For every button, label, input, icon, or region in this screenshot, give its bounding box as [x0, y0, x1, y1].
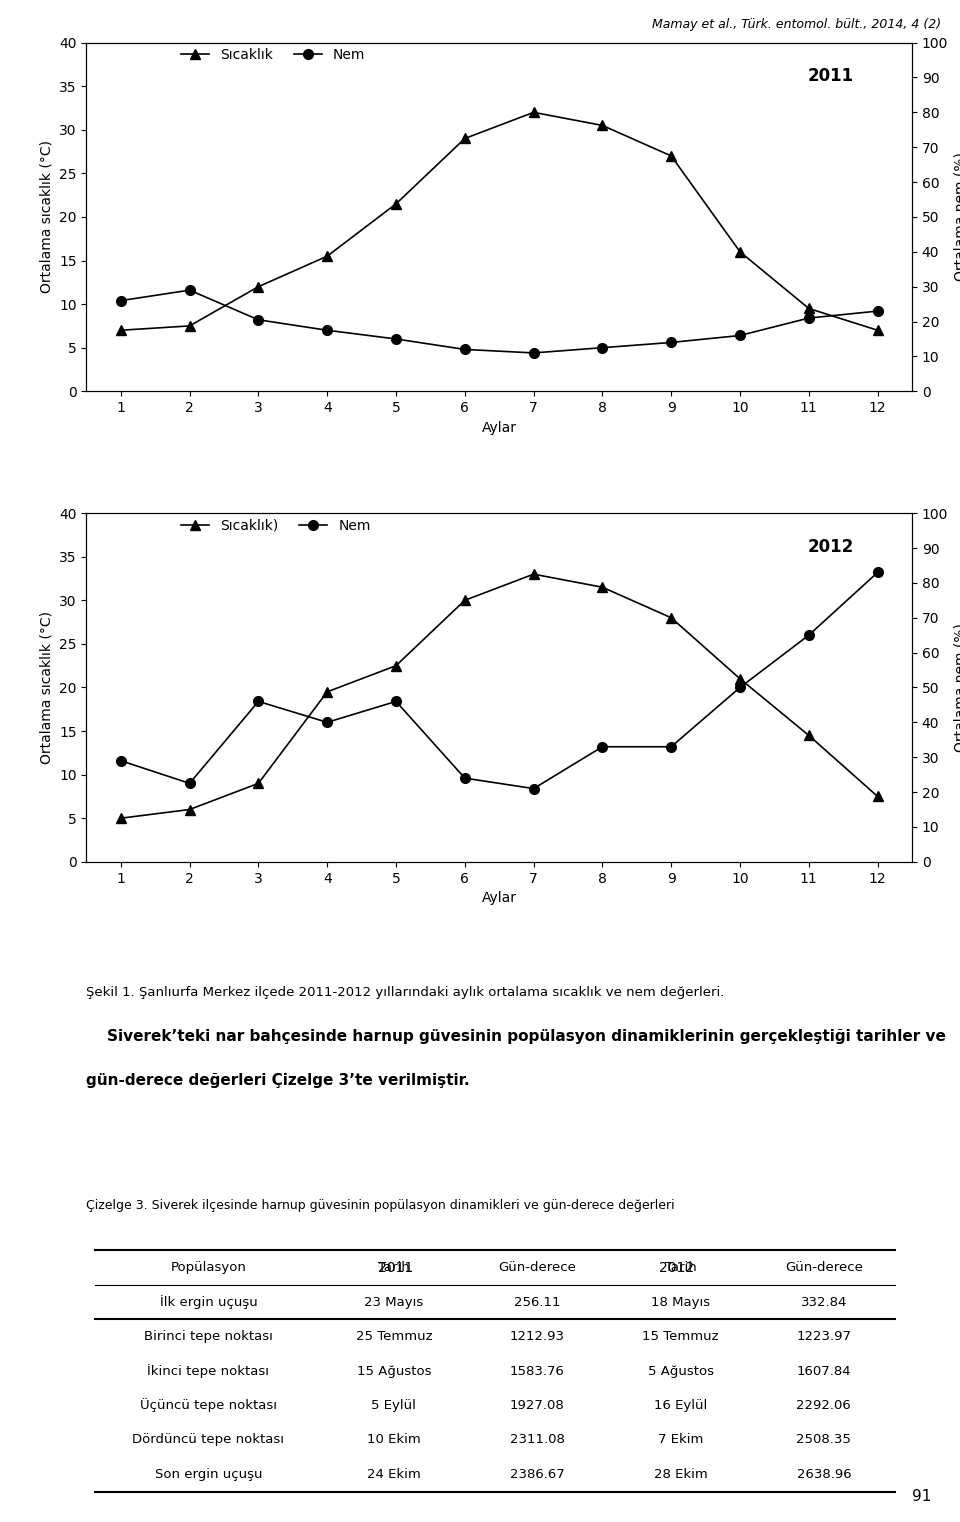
Y-axis label: Ortalama sıcaklık (°C): Ortalama sıcaklık (°C)	[39, 140, 54, 294]
Text: 2011: 2011	[378, 1260, 414, 1275]
Text: 2011: 2011	[808, 67, 854, 85]
Text: Şekil 1. Şanlıurfa Merkez ilçede 2011-2012 yıllarındaki aylık ortalama sıcaklık : Şekil 1. Şanlıurfa Merkez ilçede 2011-20…	[86, 986, 725, 998]
Text: Siverek’teki nar bahçesinde harnup güvesinin popülasyon dinamiklerinin gerçekleş: Siverek’teki nar bahçesinde harnup güves…	[86, 1029, 947, 1044]
Y-axis label: Ortalama nem (%): Ortalama nem (%)	[953, 152, 960, 282]
Text: 91: 91	[912, 1489, 931, 1504]
X-axis label: Aylar: Aylar	[482, 890, 516, 906]
Y-axis label: Ortalama nem (%): Ortalama nem (%)	[953, 622, 960, 752]
Y-axis label: Ortalama sıcaklık (°C): Ortalama sıcaklık (°C)	[39, 610, 54, 764]
Text: Çizelge 3. Siverek ilçesinde harnup güvesinin popülasyon dinamikleri ve gün-dere: Çizelge 3. Siverek ilçesinde harnup güve…	[86, 1199, 675, 1212]
Text: gün-derece değerleri Çizelge 3’te verilmiştir.: gün-derece değerleri Çizelge 3’te verilm…	[86, 1073, 470, 1088]
Text: 2012: 2012	[660, 1260, 694, 1275]
Legend: Sıcaklık, Nem: Sıcaklık, Nem	[176, 43, 371, 67]
Legend: Sıcaklık), Nem: Sıcaklık), Nem	[176, 513, 376, 539]
X-axis label: Aylar: Aylar	[482, 420, 516, 435]
Text: 2012: 2012	[808, 537, 854, 556]
Text: Mamay et al., Türk. entomol. bült., 2014, 4 (2): Mamay et al., Türk. entomol. bült., 2014…	[652, 18, 941, 32]
